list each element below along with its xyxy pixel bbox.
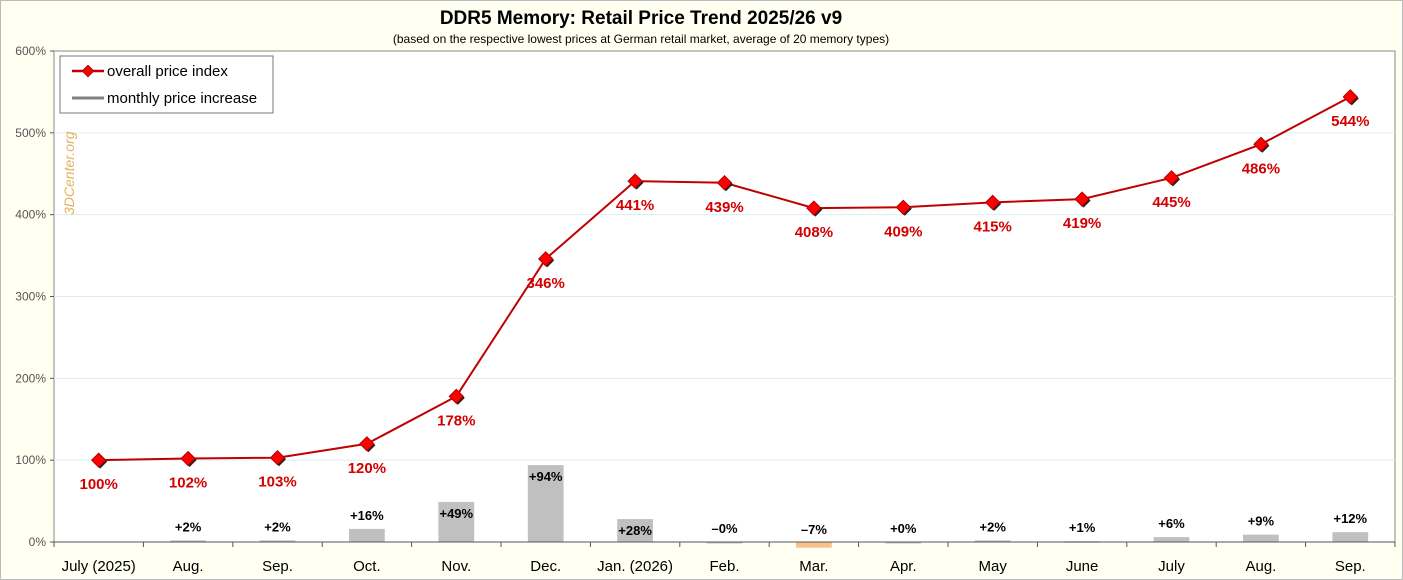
- y-axis-ticks: 0% 100% 200% 300% 400% 500% 600%: [15, 44, 54, 549]
- price-index-label: 178%: [437, 412, 475, 429]
- increase-label: +94%: [529, 469, 563, 484]
- price-index-marker: [1253, 136, 1269, 152]
- price-index-label: 419%: [1063, 215, 1101, 232]
- x-tick-label: Aug.: [173, 558, 204, 575]
- x-tick-label: June: [1066, 558, 1099, 575]
- increase-bar: [1243, 534, 1279, 542]
- x-tick-label: Aug.: [1245, 558, 1276, 575]
- price-index-marker: [1342, 89, 1359, 105]
- increase-label: +6%: [1158, 516, 1185, 531]
- price-index-marker: [180, 450, 196, 467]
- price-index-label: 102%: [169, 475, 207, 492]
- increase-label: +1%: [1069, 520, 1096, 535]
- legend: overall price index monthly price increa…: [59, 55, 274, 114]
- increase-bar: [170, 540, 206, 542]
- price-index-marker: [359, 436, 375, 452]
- increase-bar: [259, 540, 296, 542]
- increase-label: +2%: [980, 519, 1007, 534]
- x-tick-label: Sep.: [1335, 558, 1366, 575]
- price-index-label: 100%: [80, 476, 118, 493]
- price-index-marker: [716, 175, 733, 191]
- price-index-label: 445%: [1152, 194, 1190, 211]
- x-tick-label: Feb.: [709, 558, 739, 575]
- price-index-label: 415%: [974, 218, 1012, 235]
- y-tick-label: 500%: [15, 126, 46, 140]
- increase-bar: [706, 542, 743, 544]
- price-index-marker: [448, 388, 465, 405]
- increase-label: –7%: [801, 522, 827, 537]
- x-tick-label: Oct.: [353, 558, 381, 575]
- x-tick-label: Apr.: [890, 558, 917, 575]
- x-tick-label: May: [979, 558, 1008, 575]
- increase-bar: [617, 519, 653, 542]
- price-index-markers: [90, 89, 1359, 469]
- price-index-label: 103%: [258, 474, 296, 491]
- x-axis-ticks: July (2025) Aug. Sep. Oct. Nov. Dec. Jan. (202…: [53, 542, 1396, 575]
- x-tick-label: Nov.: [441, 558, 471, 575]
- price-index-marker: [537, 251, 554, 267]
- price-index-label: 439%: [705, 199, 743, 216]
- legend-box: [59, 55, 274, 114]
- increase-bar: [438, 501, 475, 542]
- y-tick-label: 100%: [15, 453, 46, 467]
- price-index-label: 441%: [616, 197, 654, 214]
- x-tick-label: Dec.: [530, 558, 561, 575]
- price-index-marker: [984, 194, 1001, 211]
- legend-diamond-swatch: [81, 64, 95, 78]
- y-tick-label: 200%: [15, 371, 46, 385]
- increase-label: +9%: [1248, 514, 1275, 529]
- price-index-label: 346%: [527, 275, 565, 292]
- price-index-marker: [90, 452, 107, 468]
- increase-bar: [885, 542, 922, 544]
- y-tick-label: 600%: [15, 44, 46, 58]
- increase-label: +2%: [175, 519, 202, 534]
- increase-bar: [796, 542, 832, 548]
- y-tick-label: 0%: [29, 535, 47, 549]
- price-index-marker: [1074, 191, 1090, 207]
- x-tick-label: Mar.: [799, 558, 828, 575]
- x-tick-label: Sep.: [262, 558, 293, 575]
- legend-label-price-index: overall price index: [107, 63, 228, 80]
- legend-label-monthly-increase: monthly price increase: [107, 90, 257, 107]
- price-index-label: 544%: [1331, 113, 1369, 130]
- x-tick-label: Jan. (2026): [597, 558, 673, 575]
- increase-bar: [1332, 532, 1369, 542]
- increase-label: +12%: [1333, 511, 1367, 526]
- price-index-marker: [627, 173, 643, 189]
- increase-bars: [170, 465, 1369, 548]
- x-tick-label: July (2025): [62, 558, 136, 575]
- data-labels: +2% +2% +16% +49% +94% +28% –0% –7% +0% +2% +1% +6%…: [80, 113, 1370, 538]
- price-index-marker: [806, 200, 822, 216]
- price-index-marker: [1163, 170, 1180, 186]
- price-index-label: 120%: [348, 460, 386, 477]
- watermark: 3DCenter.org: [61, 131, 77, 215]
- price-index-label: 409%: [884, 223, 922, 240]
- increase-label: –0%: [711, 521, 737, 536]
- price-index-marker: [895, 199, 912, 216]
- price-index-label: 486%: [1242, 160, 1280, 177]
- price-index-marker: [269, 450, 286, 466]
- increase-label: +0%: [890, 521, 917, 536]
- increase-bar: [1153, 537, 1190, 542]
- increase-label: +2%: [264, 519, 291, 534]
- increase-label: +49%: [439, 506, 473, 521]
- increase-label: +28%: [618, 523, 652, 538]
- x-tick-label: July: [1158, 558, 1185, 575]
- y-tick-label: 400%: [15, 208, 46, 222]
- chart-subtitle: (based on the respective lowest prices a…: [393, 32, 889, 46]
- increase-label: +16%: [350, 508, 384, 523]
- increase-bar: [974, 540, 1011, 542]
- price-index-label: 408%: [795, 224, 833, 241]
- chart-title: DDR5 Memory: Retail Price Trend 2025/26 …: [440, 8, 842, 29]
- increase-bar: [349, 528, 385, 542]
- increase-bar: [527, 465, 564, 542]
- y-tick-label: 300%: [15, 290, 46, 304]
